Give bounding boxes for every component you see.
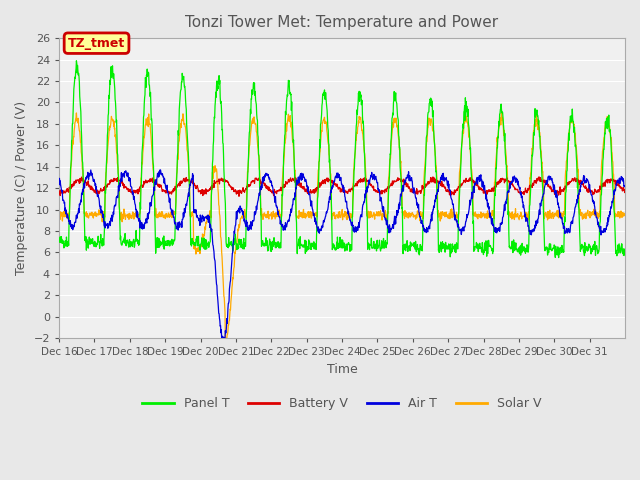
Title: Tonzi Tower Met: Temperature and Power: Tonzi Tower Met: Temperature and Power [186, 15, 499, 30]
Text: TZ_tmet: TZ_tmet [68, 36, 125, 50]
Legend: Panel T, Battery V, Air T, Solar V: Panel T, Battery V, Air T, Solar V [138, 393, 547, 416]
X-axis label: Time: Time [326, 363, 357, 376]
Y-axis label: Temperature (C) / Power (V): Temperature (C) / Power (V) [15, 101, 28, 275]
